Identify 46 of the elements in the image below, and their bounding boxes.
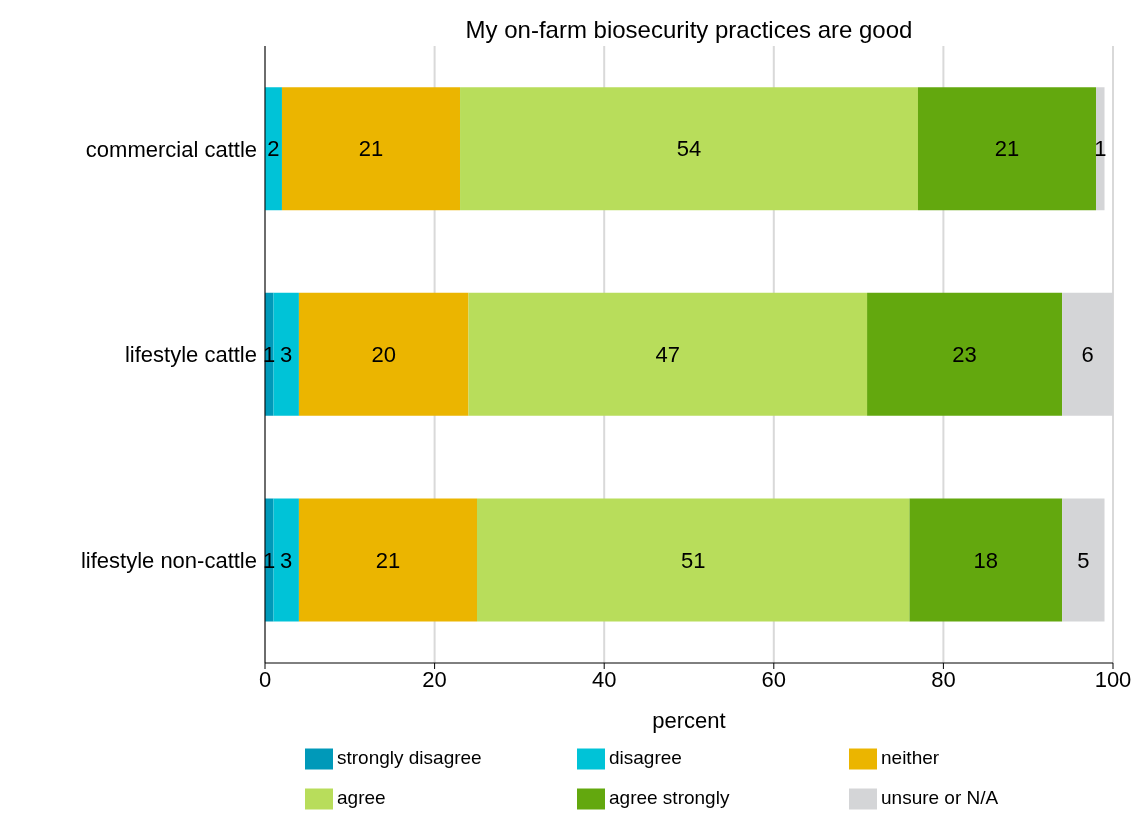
data-label: 3 [280, 342, 293, 368]
data-label: 5 [1077, 547, 1090, 573]
bar [477, 498, 910, 622]
y-tick-label: lifestyle cattle [124, 342, 257, 368]
legend-label: agree [337, 786, 387, 810]
data-label: 21 [375, 547, 401, 573]
x-axis-title: percent [652, 708, 726, 733]
data-label: 21 [994, 136, 1020, 162]
x-tick-label: 0 [258, 666, 272, 692]
data-label: 20 [371, 342, 396, 368]
legend-label: unsure or N/A [881, 786, 1000, 810]
data-label: 21 [358, 136, 384, 162]
data-label: 23 [952, 342, 977, 368]
x-tick-label: 80 [931, 666, 956, 692]
bar [265, 87, 282, 211]
bar [1096, 87, 1105, 211]
bar [909, 498, 1063, 622]
bar [273, 498, 299, 622]
data-label: 3 [280, 547, 293, 573]
data-label: 6 [1081, 342, 1094, 368]
x-tick-label: 100 [1094, 666, 1132, 692]
bar [1062, 498, 1105, 622]
legend-label: strongly disagree [337, 746, 483, 770]
bar [867, 292, 1063, 416]
data-label: 47 [655, 342, 681, 368]
y-tick-label: lifestyle non-cattle [80, 547, 257, 573]
bar [460, 87, 918, 211]
bar [468, 292, 868, 416]
x-tick-label: 60 [761, 666, 787, 692]
data-label: 2 [267, 136, 280, 162]
chart-title: My on-farm biosecurity practices are good [464, 16, 914, 44]
bar [298, 292, 469, 416]
data-label: 18 [973, 547, 999, 573]
data-label: 51 [681, 547, 706, 573]
bar [298, 498, 477, 622]
data-label: 1 [1094, 136, 1107, 162]
legend-label: disagree [609, 746, 683, 770]
bar [273, 292, 299, 416]
legend-label: neither [881, 746, 941, 770]
y-tick-label: commercial cattle [85, 136, 257, 162]
data-label: 54 [676, 136, 702, 162]
bar [917, 87, 1097, 211]
x-tick-label: 20 [422, 666, 447, 692]
bar [281, 87, 461, 211]
legend-label: agree strongly [609, 786, 731, 810]
x-tick-label: 40 [591, 666, 617, 692]
